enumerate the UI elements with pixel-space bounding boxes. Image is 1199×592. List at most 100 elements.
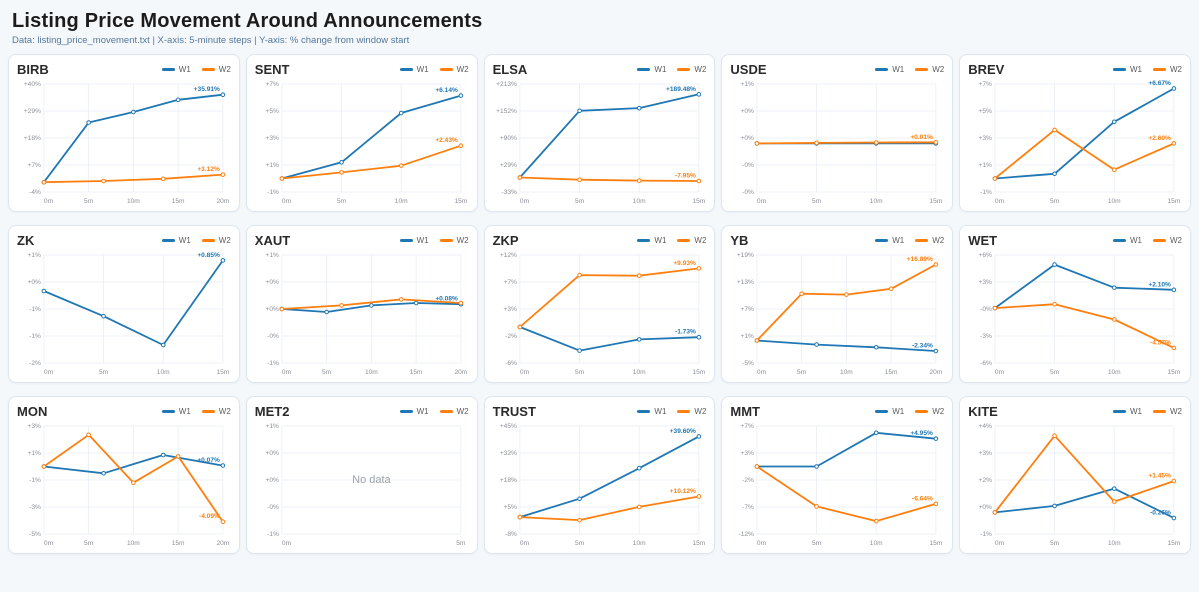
legend-label-w1: W1 — [654, 65, 667, 74]
x-tick-label: 5m — [1050, 198, 1060, 205]
legend-item-w1[interactable]: W1 — [161, 407, 191, 416]
w1-marker — [636, 337, 642, 342]
x-tick-label: 10m — [127, 540, 140, 547]
legend-item-w2[interactable]: W2 — [1153, 236, 1182, 245]
legend-swatch-w2 — [915, 410, 929, 413]
w2-marker — [874, 518, 879, 524]
chart-plot-met2: +1% +0% +0% -0% -1%0m 5m No data — [265, 423, 465, 547]
legend-item-w1[interactable]: W1 — [637, 407, 666, 416]
legend-item-w2[interactable]: W2 — [677, 236, 706, 245]
legend-label-w1: W1 — [892, 407, 905, 416]
w2-marker — [279, 176, 284, 181]
y-tick-label: +213% — [496, 81, 517, 88]
w2-marker — [458, 300, 463, 306]
legend-item-w1[interactable]: W1 — [399, 236, 429, 245]
x-tick-label: 0m — [44, 369, 54, 376]
legend-item-w1[interactable]: W1 — [637, 236, 666, 245]
chart-card-zkp: ZKP W1 W2 +12% +7% +3% -2% -6% 0m 5m 10m 15m -1.73% +… — [483, 225, 716, 383]
legend-item-w1[interactable]: W1 — [875, 407, 904, 416]
y-tick-label: +3% — [741, 450, 755, 457]
legend-swatch-w2 — [201, 410, 215, 413]
legend-item-w2[interactable]: W2 — [915, 65, 944, 74]
y-tick-label: -1% — [267, 189, 279, 196]
y-tick-label: +5% — [503, 504, 517, 511]
legend-label-w1: W1 — [416, 236, 429, 245]
w2-end-label: +10.12% — [669, 488, 695, 495]
w1-marker — [101, 313, 106, 319]
x-tick-label: 15m — [1168, 369, 1181, 376]
w2-line — [518, 267, 700, 328]
x-tick-label: 15m — [1168, 540, 1181, 547]
x-tick-label: 15m — [172, 198, 185, 205]
chart-card-sent: SENT W1 W2 +7% +5% +3% +1% -1% 0m 5m 10m 15m +6.14% +… — [245, 54, 478, 212]
legend-label-w2: W2 — [456, 236, 469, 245]
y-tick-label: -33% — [501, 189, 517, 196]
w1-end-label: -0.26% — [1150, 510, 1171, 517]
w1-marker — [814, 342, 820, 347]
y-tick-label: -1% — [267, 531, 279, 538]
y-tick-label: +12% — [499, 252, 516, 259]
legend-item-w2[interactable]: W2 — [439, 236, 469, 245]
legend-item-w1[interactable]: W1 — [1113, 407, 1142, 416]
w2-marker — [131, 480, 136, 486]
legend-item-w2[interactable]: W2 — [201, 236, 231, 245]
legend-label-w2: W2 — [1170, 236, 1182, 245]
legend-item-w2[interactable]: W2 — [201, 407, 231, 416]
legend-item-w2[interactable]: W2 — [677, 65, 706, 74]
legend-item-w2[interactable]: W2 — [439, 407, 469, 416]
y-tick-label: +3% — [979, 450, 993, 457]
x-tick-label: 0m — [519, 369, 529, 376]
y-tick-label: +13% — [737, 279, 754, 286]
legend-item-w2[interactable]: W2 — [677, 407, 706, 416]
y-tick-label: -1% — [29, 477, 41, 484]
legend-item-w2[interactable]: W2 — [915, 236, 944, 245]
x-tick-label: 20m — [930, 369, 943, 376]
legend-item-w1[interactable]: W1 — [1113, 65, 1142, 74]
card-header: ZKP W1 W2 — [493, 233, 707, 248]
w2-marker — [101, 178, 106, 184]
legend-item-w2[interactable]: W2 — [201, 65, 231, 74]
legend-swatch-w1 — [161, 68, 175, 71]
legend-label-w1: W1 — [892, 236, 905, 245]
x-tick-label: 5m — [84, 198, 94, 205]
w2-marker — [889, 286, 894, 292]
chart-plot-yb: +19% +13% +7% +1% -5%0m 5m 10m 15m 20m -2.34% +16.… — [737, 252, 943, 376]
w2-line — [994, 434, 1175, 514]
legend-item-w2[interactable]: W2 — [1153, 407, 1182, 416]
ticker-label: XAUT — [254, 233, 291, 248]
legend-swatch-w2 — [915, 68, 929, 71]
y-tick-label: +1% — [265, 252, 279, 259]
legend-swatch-w2 — [677, 410, 691, 413]
legend-swatch-w1 — [399, 68, 413, 71]
x-tick-label: 0m — [282, 540, 292, 547]
x-tick-label: 5m — [812, 540, 822, 547]
w1-marker — [636, 105, 642, 111]
legend-item-w2[interactable]: W2 — [915, 407, 944, 416]
y-tick-label: +7% — [28, 162, 42, 169]
chart-legend: W1 W2 — [875, 236, 944, 245]
legend-item-w2[interactable]: W2 — [439, 65, 469, 74]
legend-item-w2[interactable]: W2 — [1153, 65, 1182, 74]
legend-item-w1[interactable]: W1 — [875, 236, 904, 245]
legend-item-w1[interactable]: W1 — [161, 236, 191, 245]
w2-line — [994, 129, 1175, 180]
legend-item-w1[interactable]: W1 — [1113, 236, 1142, 245]
legend-item-w1[interactable]: W1 — [399, 407, 429, 416]
w2-marker — [1171, 141, 1177, 146]
w1-marker — [576, 348, 582, 353]
w1-line — [518, 326, 700, 352]
chart-legend: W1 W2 — [637, 236, 706, 245]
w2-marker — [992, 510, 998, 515]
w2-marker — [517, 324, 522, 330]
legend-item-w1[interactable]: W1 — [161, 65, 191, 74]
chart-card-wet: WET W1 W2 +6% +3% -0% -3% -6% 0m 5m 10m 15m +2.10% -4… — [959, 225, 1191, 383]
legend-item-w1[interactable]: W1 — [399, 65, 429, 74]
x-tick-label: 15m — [930, 540, 943, 547]
card-header: SENT W1 W2 — [255, 62, 469, 77]
legend-item-w1[interactable]: W1 — [637, 65, 666, 74]
x-tick-label: 0m — [757, 198, 767, 205]
chart-card-brev: BREV W1 W2 +7% +5% +3% +1% -1% 0m 5m 10m 15m +6.67% +… — [959, 54, 1191, 212]
w2-marker — [696, 178, 701, 184]
legend-item-w1[interactable]: W1 — [875, 65, 904, 74]
